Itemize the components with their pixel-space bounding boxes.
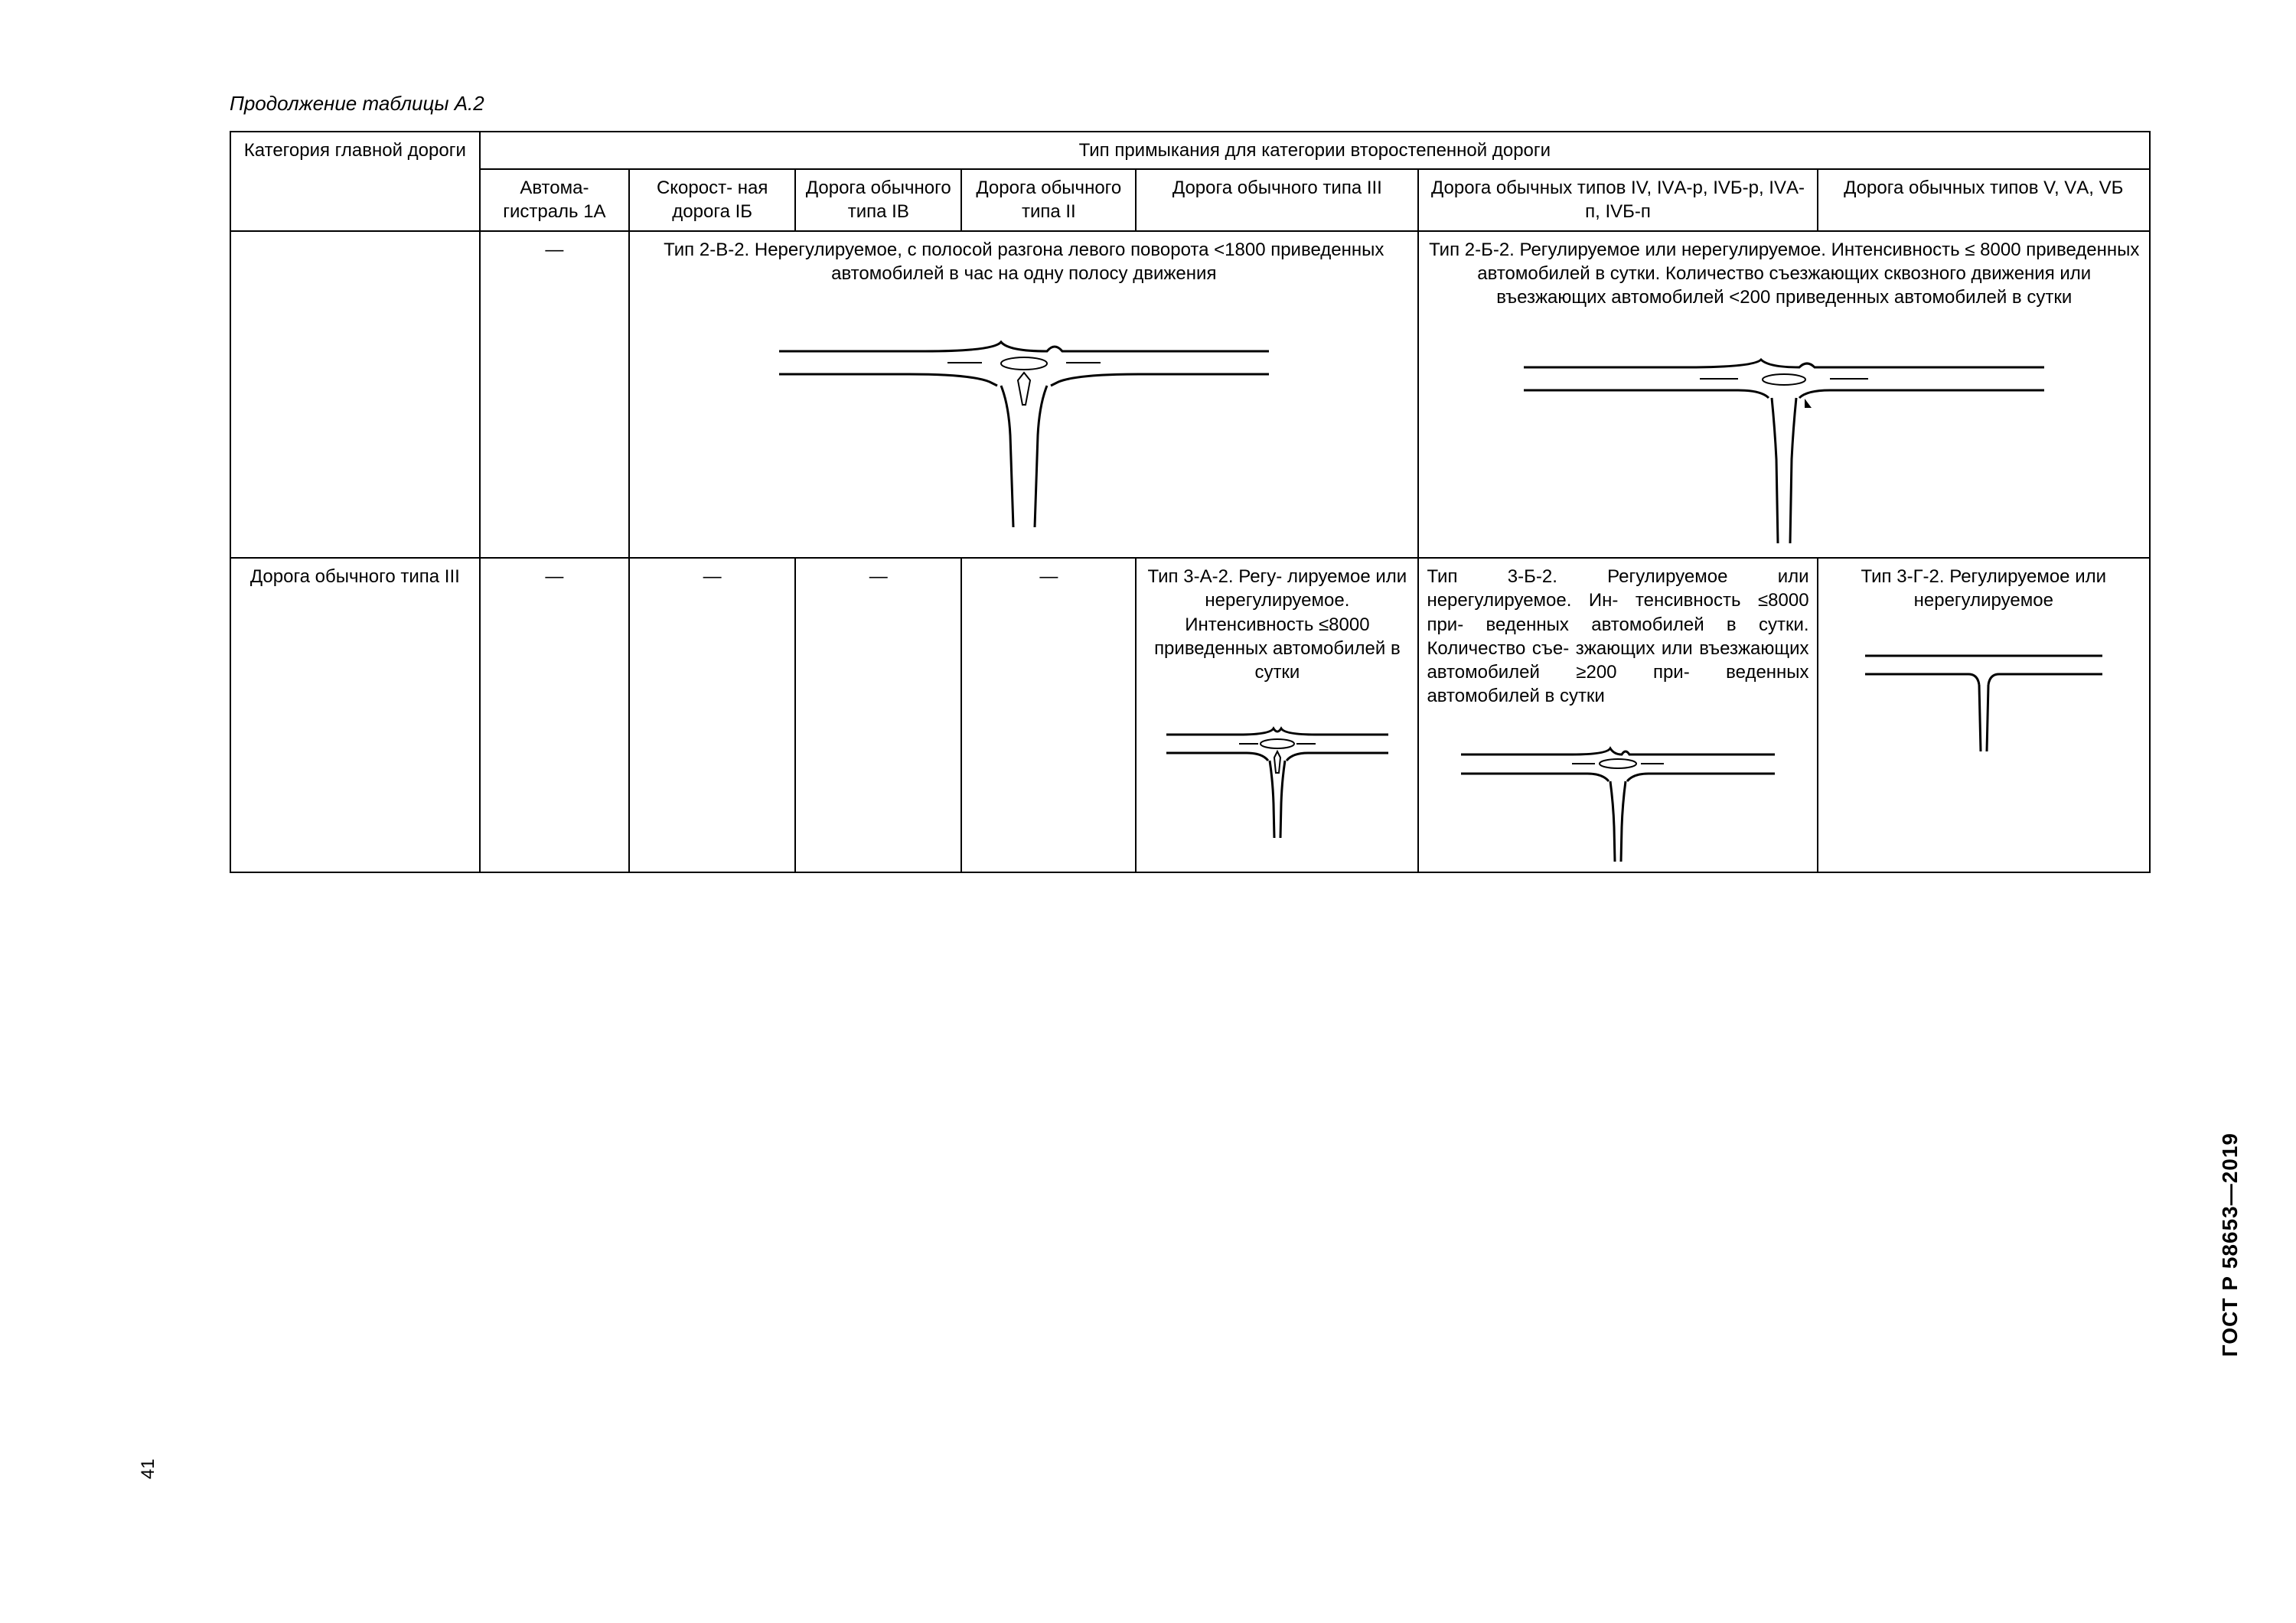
- hdr-group: Тип примыкания для категории второстепен…: [480, 132, 2150, 169]
- r2-c2: —: [629, 558, 795, 872]
- junction-diagram-3g2: [1861, 625, 2106, 755]
- r1-merge-a: Тип 2-В-2. Нерегулируемое, с полосой раз…: [629, 231, 1418, 559]
- r1-c1: —: [480, 231, 629, 559]
- table-row: — Тип 2-В-2. Нерегулируемое, с полосой р…: [230, 231, 2150, 559]
- r1-label: [230, 231, 480, 559]
- page-number: 41: [138, 1458, 159, 1479]
- table-caption: Продолжение таблицы А.2: [230, 92, 2151, 116]
- junction-diagram-2v2: [771, 298, 1277, 535]
- hdr-col-5: Дорога обычных типов IV, IVА-р, IVБ-р, I…: [1418, 169, 1817, 230]
- hdr-rowlabel: Категория главной дороги: [230, 132, 480, 231]
- r2-c6-desc: Тип 3-Б-2. Регулируемое или нерегулируем…: [1427, 565, 1808, 708]
- table-row: Дорога обычного типа III — — — — Тип 3-А…: [230, 558, 2150, 872]
- r2-c5: Тип 3-А-2. Регу- лируемое или нерегулиру…: [1136, 558, 1418, 872]
- r2-c4: —: [961, 558, 1136, 872]
- junction-diagram-3b2: [1457, 720, 1779, 865]
- standard-code: ГОСТ Р 58653—2019: [2218, 1133, 2242, 1357]
- r1-merge-b: Тип 2-Б-2. Регулируемое или нерегулируем…: [1418, 231, 2150, 559]
- r2-c3: —: [795, 558, 961, 872]
- r1-merge-a-desc: Тип 2-В-2. Нерегулируемое, с полосой раз…: [638, 238, 1410, 285]
- hdr-col-2: Дорога обычного типа IВ: [795, 169, 961, 230]
- r2-label: Дорога обычного типа III: [230, 558, 480, 872]
- hdr-col-1: Скорост- ная дорога IБ: [629, 169, 795, 230]
- hdr-col-0: Автома- гистраль 1А: [480, 169, 629, 230]
- r2-c7-desc: Тип 3-Г-2. Регулируемое или нерегулируем…: [1826, 565, 2141, 612]
- r2-c1: —: [480, 558, 629, 872]
- r1-merge-b-desc: Тип 2-Б-2. Регулируемое или нерегулируем…: [1427, 238, 2141, 310]
- junction-diagram-3a2: [1163, 696, 1392, 842]
- hdr-col-3: Дорога обычного типа II: [961, 169, 1136, 230]
- r2-c5-desc: Тип 3-А-2. Регу- лируемое или нерегулиру…: [1144, 565, 1410, 684]
- r2-c6: Тип 3-Б-2. Регулируемое или нерегулируем…: [1418, 558, 1817, 872]
- junction-types-table: Категория главной дороги Тип примыкания …: [230, 131, 2151, 873]
- r2-c7: Тип 3-Г-2. Регулируемое или нерегулируем…: [1818, 558, 2150, 872]
- hdr-col-4: Дорога обычного типа III: [1136, 169, 1418, 230]
- junction-diagram-2b2: [1516, 321, 2052, 551]
- hdr-col-6: Дорога обычных типов V, VА, VБ: [1818, 169, 2150, 230]
